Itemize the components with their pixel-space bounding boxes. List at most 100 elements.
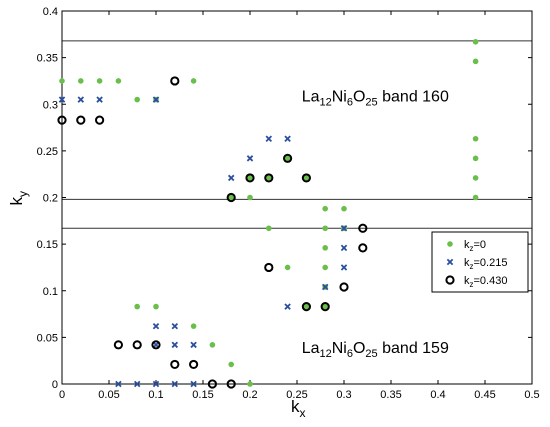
legend-marker <box>447 241 453 247</box>
kz-0-point <box>78 78 84 84</box>
y-tick-label: 0.35 <box>37 53 58 65</box>
kz-0430-point <box>358 243 368 253</box>
series-2 <box>58 96 348 388</box>
kz-0215-point <box>96 96 103 103</box>
kz-0215-point <box>171 322 179 330</box>
kz-0-point <box>472 175 479 181</box>
band-annotation: La12Ni6O25 band 160 <box>302 88 449 108</box>
kz-0-point <box>322 205 329 212</box>
kz-0-point <box>209 342 216 348</box>
kz-0-point <box>472 38 479 45</box>
x-tick-label: 0.2 <box>242 389 257 401</box>
legend-label: kz=0 <box>464 239 486 253</box>
axis-ticks: 0 0.05 0.1 0.15 0.2 0.25 0.3 0.35 0.4 0.45 0.5 0 0.0… <box>37 6 540 401</box>
kz-0215-point <box>340 244 348 252</box>
kz-0430-point <box>113 340 124 350</box>
kz-0-point <box>134 96 140 103</box>
kz-0215-point <box>152 322 160 330</box>
kz-0215-point <box>190 380 197 388</box>
y-tick-label: 0.2 <box>43 193 58 205</box>
legend-entry: kz=0 <box>447 239 486 253</box>
kz-0-point <box>322 225 329 232</box>
series-1 <box>59 38 479 387</box>
legend-marker <box>446 258 454 266</box>
kz-0215-point <box>152 341 160 349</box>
kz-0215-point <box>227 174 235 182</box>
kz-0215-point <box>58 96 66 103</box>
kz-0-point <box>472 155 479 162</box>
kz-0430-point <box>207 379 217 389</box>
kz-0215-point <box>265 135 273 142</box>
legend: kz=0 kz=0.215 kz=0.430 <box>431 231 529 293</box>
kz-0-point <box>96 78 103 84</box>
kz-0215-point <box>133 380 141 388</box>
kz-0430-point <box>283 153 293 163</box>
x-axis-label-main: k <box>291 397 300 416</box>
kz-0430-point <box>301 302 311 312</box>
kz-0430-point <box>151 340 161 350</box>
band-annotation: La12Ni6O25 band 159 <box>302 340 449 360</box>
y-tick-label: 0.05 <box>37 332 58 344</box>
kz-0215-point <box>152 96 160 103</box>
y-tick-label: 0.3 <box>43 99 58 111</box>
kz-0430-point <box>132 340 142 350</box>
kz-0-point <box>303 303 310 310</box>
y-tick-label: 0 <box>52 379 58 391</box>
kz-0-point <box>134 303 140 310</box>
kz-0-point <box>472 194 479 201</box>
x-axis-label-sub: x <box>300 406 306 420</box>
kz-0-point <box>322 245 329 251</box>
kz-0-point <box>303 175 310 181</box>
kz-0430-point <box>339 282 349 292</box>
legend-label: kz=0.215 <box>464 257 507 271</box>
x-tick-label: 0.4 <box>430 389 445 401</box>
kz-0430-point <box>245 173 255 183</box>
y-axis-label: ky <box>7 191 30 206</box>
kz-0-point <box>322 303 329 310</box>
kz-0-point <box>228 361 234 368</box>
x-tick-label: 0.05 <box>98 389 119 401</box>
kz-0215-point <box>321 283 329 291</box>
plot-frame <box>61 10 533 385</box>
kz-0215-point <box>152 380 160 388</box>
kz-0430-point <box>76 115 86 125</box>
x-tick-label: 0 <box>59 389 65 401</box>
kz-0-point <box>153 303 159 310</box>
y-tick-label: 0.25 <box>37 146 58 158</box>
kz-0-point <box>266 175 272 181</box>
y-axis-label-main: k <box>7 197 26 206</box>
kz-0430-point <box>264 262 274 273</box>
kz-0-point <box>284 155 291 162</box>
kz-0215-point <box>171 341 179 349</box>
data-points <box>57 38 479 389</box>
kz-0215-point <box>284 135 291 142</box>
x-tick-label: 0.1 <box>148 389 163 401</box>
kz-0-point <box>266 225 272 232</box>
x-tick-label: 0.3 <box>336 389 351 401</box>
kz-0-point <box>247 194 253 201</box>
series-3 <box>57 76 368 389</box>
annotations: La12Ni6O25 band 160 La12Ni6O25 band 159 <box>302 88 449 360</box>
kz-0430-point <box>226 192 236 203</box>
kz-0430-point <box>170 76 180 86</box>
kz-0430-point <box>264 173 274 183</box>
kz-0-point <box>341 205 347 212</box>
kz-0215-point <box>246 155 254 162</box>
kz-0430-point <box>57 115 67 125</box>
kz-0-point <box>284 264 291 271</box>
kz-0215-point <box>171 380 179 388</box>
y-tick-label: 0.4 <box>43 6 58 18</box>
kz-0-point <box>247 175 253 181</box>
y-axis-label-sub: y <box>16 191 30 197</box>
kz-0215-point <box>340 264 348 271</box>
kz-0-point <box>472 135 479 142</box>
kz-0215-point <box>190 341 197 349</box>
kz-0430-point <box>358 223 368 233</box>
kz-0-point <box>228 194 234 201</box>
kz-0215-point <box>284 303 291 310</box>
kz-0-point <box>59 78 65 84</box>
legend-entry: kz=0.215 <box>446 257 507 271</box>
x-tick-label: 0.5 <box>524 389 539 401</box>
kz-0215-point <box>340 225 348 232</box>
